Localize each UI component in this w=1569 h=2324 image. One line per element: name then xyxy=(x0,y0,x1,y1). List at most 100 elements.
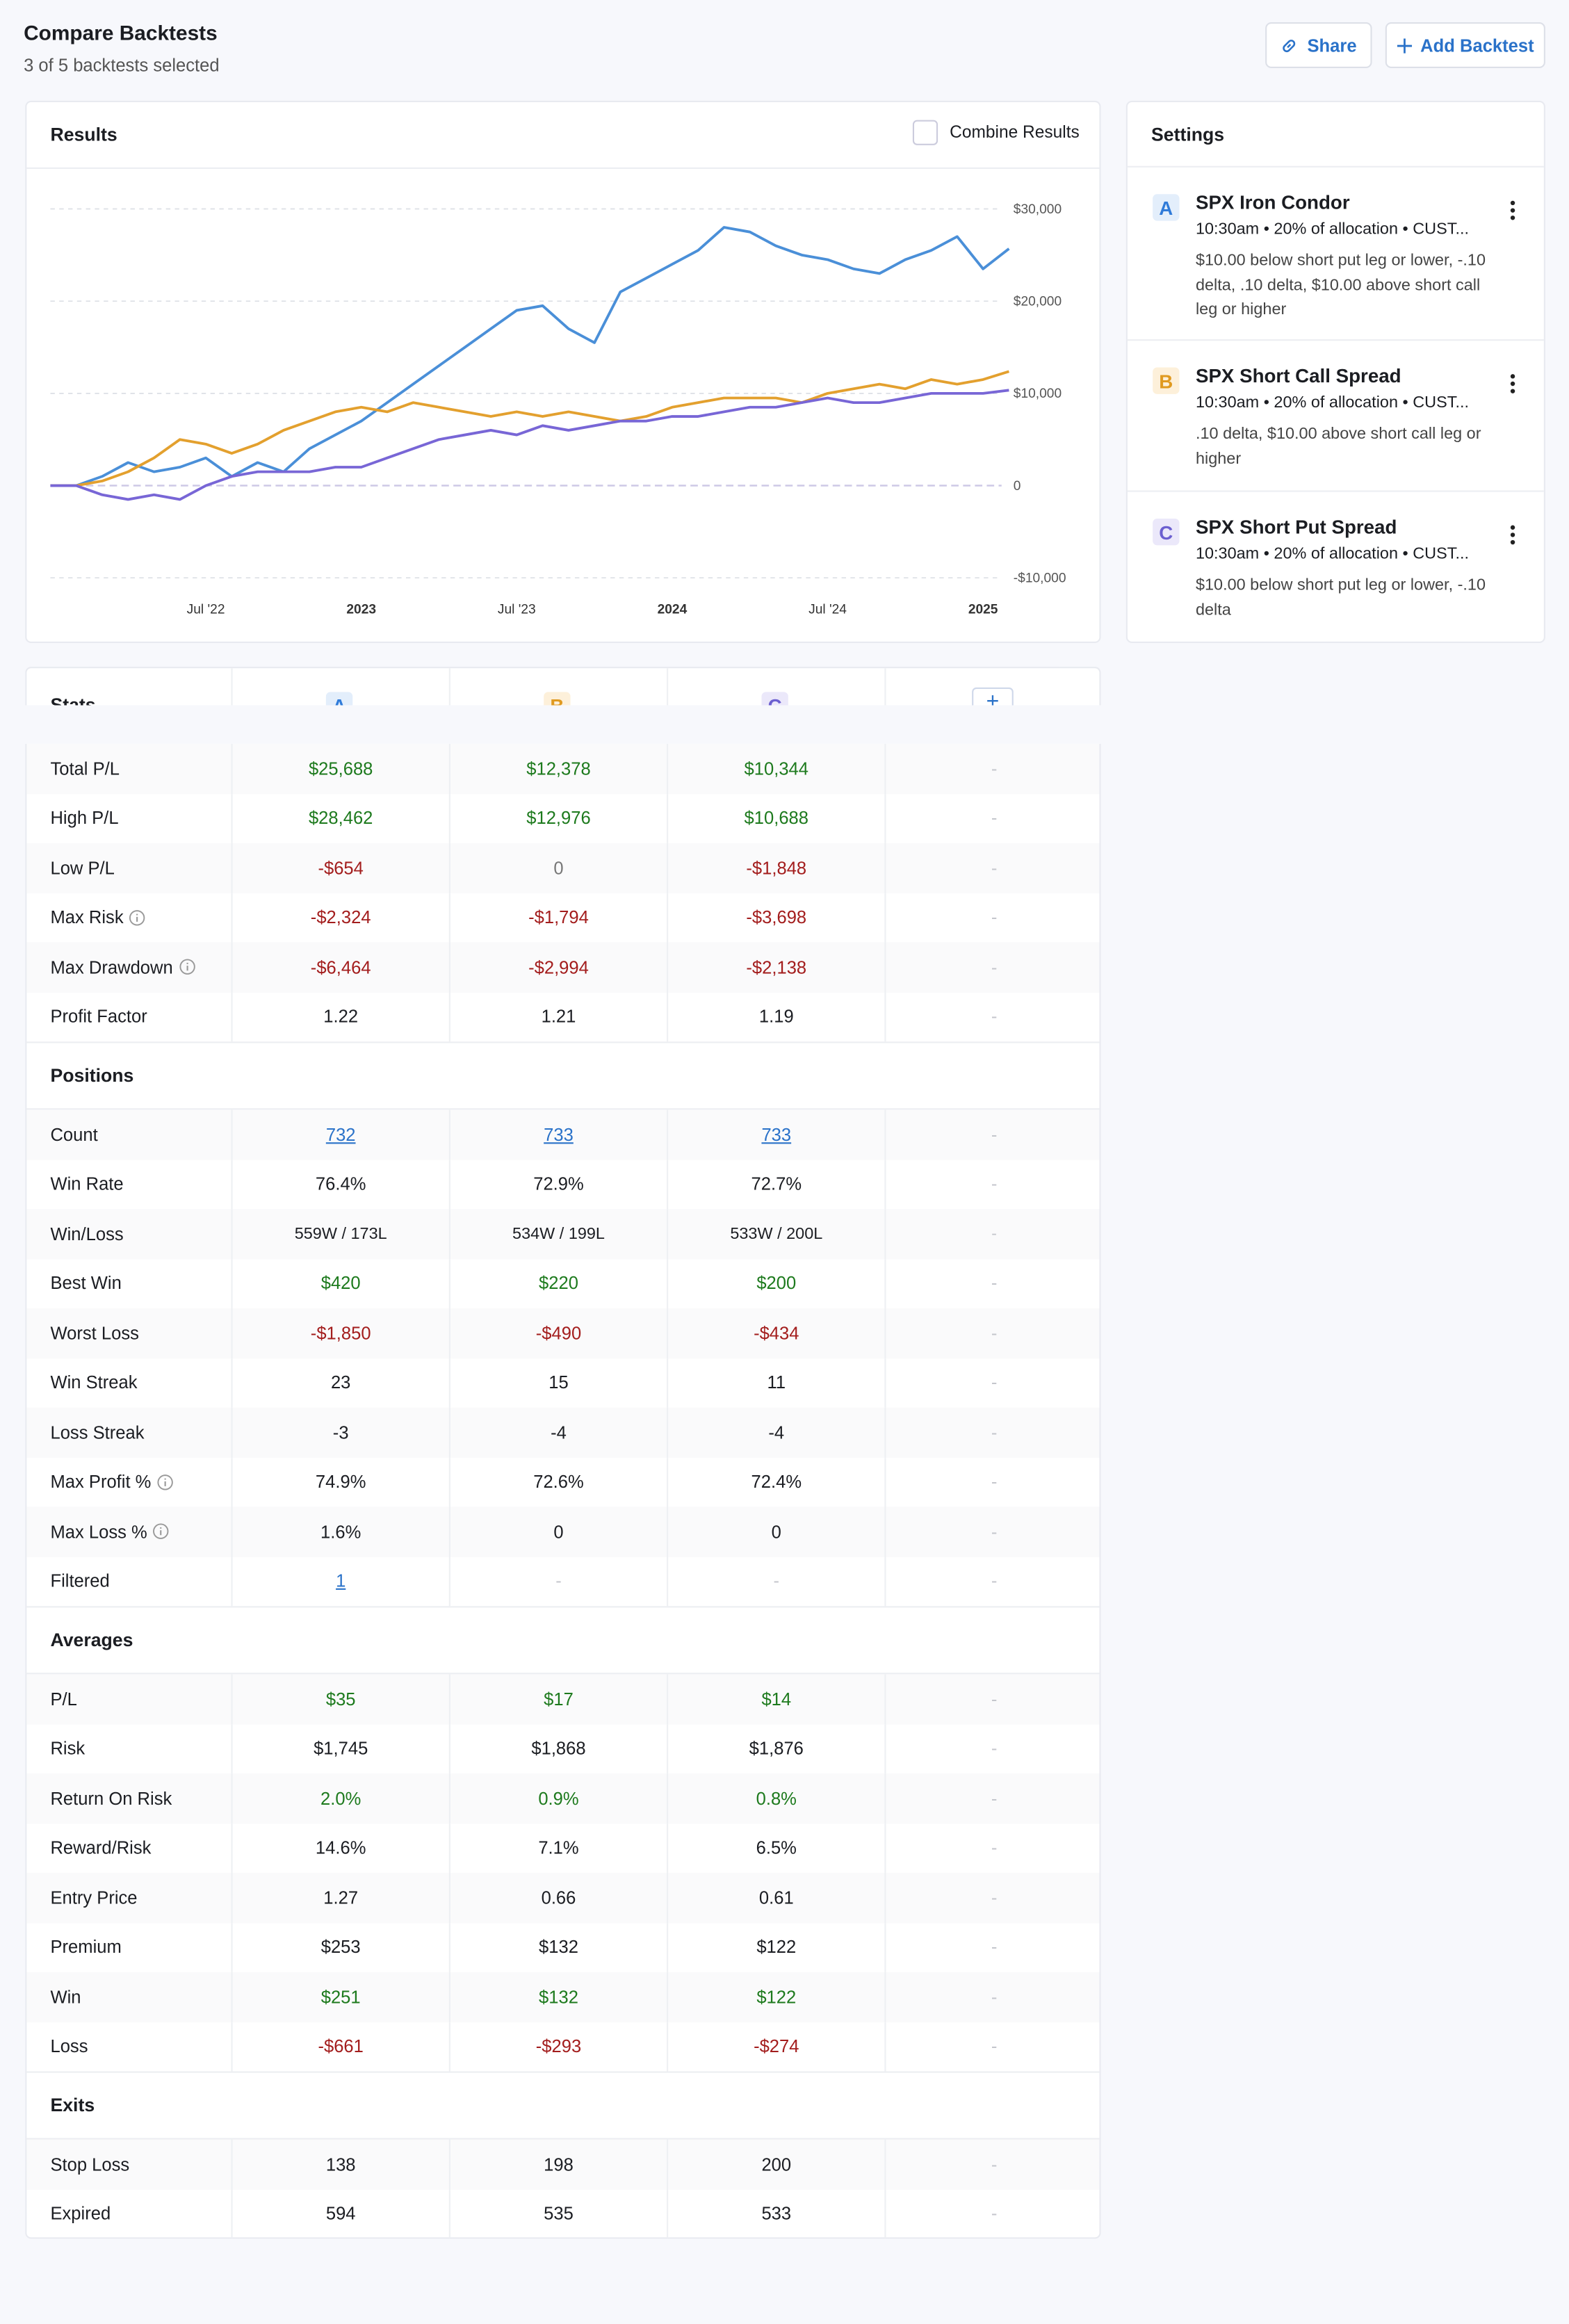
stats-row: High P/L $28,462 $12,976 $10,688 - xyxy=(26,793,1100,843)
stats-cell-wrap: $10,688 xyxy=(667,793,884,843)
stats-row: Loss -$661 -$293 -$274 - xyxy=(26,2022,1100,2072)
stats-cell-wrap: -$2,324 xyxy=(231,893,448,943)
stats-cell-wrap: $420 xyxy=(231,1258,448,1308)
info-icon[interactable] xyxy=(157,1474,173,1490)
stats-value: - xyxy=(991,1006,998,1027)
stats-cell-wrap: -$274 xyxy=(667,2022,884,2072)
stats-link[interactable]: 732 xyxy=(325,1124,356,1145)
stats-value: 138 xyxy=(325,2154,356,2175)
stats-value: $122 xyxy=(756,1937,797,1958)
link-icon xyxy=(1283,39,1296,51)
stats-value: 15 xyxy=(548,1372,569,1393)
stats-cell-wrap: -$1,850 xyxy=(231,1308,448,1358)
divider xyxy=(26,167,1100,169)
stats-cell-wrap: -$654 xyxy=(231,843,448,893)
stats-table: Total P/L $25,688 $12,378 $10,344 - High P/L $… xyxy=(25,743,1101,2239)
setting-name: SPX Short Call Spread xyxy=(1195,364,1401,387)
stats-link[interactable]: 733 xyxy=(761,1124,792,1145)
kebab-menu[interactable] xyxy=(1509,200,1518,221)
series-line xyxy=(50,226,1010,487)
row-label: Entry Price xyxy=(50,1887,138,1908)
row-label: Win Streak xyxy=(50,1372,138,1393)
settings-title: Settings xyxy=(1151,124,1225,145)
stats-value: 74.9% xyxy=(315,1471,366,1493)
stats-cell-wrap: $200 xyxy=(667,1258,884,1308)
share-button[interactable]: Share xyxy=(1265,22,1372,69)
row-label: Expired xyxy=(50,2203,111,2225)
stats-cell-wrap: -$434 xyxy=(667,1308,884,1358)
info-ring xyxy=(153,1524,170,1540)
stats-cell-wrap: - xyxy=(667,1556,884,1607)
stats-cell-wrap: - xyxy=(884,1209,1099,1259)
row-label-wrap: Filtered xyxy=(50,1557,109,1606)
stats-value: 0.9% xyxy=(538,1787,579,1809)
stats-row: Win $251 $132 $122 - xyxy=(26,1972,1100,2022)
plus-icon xyxy=(1397,38,1412,53)
stats-cell-wrap: 23 xyxy=(231,1358,448,1408)
stats-cell-wrap: 74.9% xyxy=(231,1457,448,1507)
stats-cell-wrap: 1.19 xyxy=(667,991,884,1042)
setting-name: SPX Short Put Spread xyxy=(1195,515,1397,538)
y-tick-label: -$10,000 xyxy=(1014,571,1066,586)
stats-value: -$661 xyxy=(318,2035,364,2057)
stats-row: Expired 594 535 533 - xyxy=(26,2188,1100,2238)
stats-link[interactable]: 733 xyxy=(544,1124,574,1145)
stats-value: $28,462 xyxy=(308,808,373,829)
x-tick-label: Jul '22 xyxy=(187,602,225,617)
stats-value: 533 xyxy=(761,2203,792,2225)
stats-value: -$293 xyxy=(535,2035,582,2057)
row-label: Profit Factor xyxy=(50,1006,147,1027)
stats-value: 0.66 xyxy=(541,1887,576,1908)
info-icon[interactable] xyxy=(179,959,195,975)
row-label: Filtered xyxy=(50,1570,110,1592)
stats-cell-wrap: 0 xyxy=(448,1506,667,1557)
column-badge: C xyxy=(761,692,788,706)
stats-value: 534W / 199L xyxy=(512,1225,605,1243)
setting-item: B SPX Short Call Spread 10:30am • 20% of a… xyxy=(1127,341,1544,492)
stats-value: 1.19 xyxy=(758,1006,794,1027)
setting-name: SPX Iron Condor xyxy=(1195,190,1350,213)
info-icon[interactable] xyxy=(129,909,146,925)
stats-value: -4 xyxy=(768,1422,785,1443)
section-header: Positions xyxy=(26,1041,1100,1110)
stats-value: - xyxy=(991,2035,998,2057)
stats-cell-wrap: 0.66 xyxy=(448,1872,667,1923)
row-label-wrap: Count xyxy=(50,1110,97,1159)
stats-value: $420 xyxy=(320,1273,361,1294)
stats-cell-wrap: -$490 xyxy=(448,1308,667,1358)
y-tick-label: $20,000 xyxy=(1014,295,1062,309)
stats-value: 76.4% xyxy=(315,1173,366,1195)
stats-value: - xyxy=(991,1689,998,1709)
stats-cell-wrap: 733 xyxy=(667,1110,884,1160)
menu-dot xyxy=(1510,200,1515,206)
stats-link[interactable]: 1 xyxy=(336,1570,346,1592)
stats-cell-wrap: -$3,698 xyxy=(667,893,884,943)
stats-value: - xyxy=(991,2203,998,2225)
stats-value: - xyxy=(991,758,998,779)
stats-value: 559W / 173L xyxy=(294,1225,387,1243)
column-divider xyxy=(448,668,450,706)
stats-cell-wrap: -$1,848 xyxy=(667,843,884,893)
row-label-wrap: Win/Loss xyxy=(50,1209,123,1258)
stats-value: 535 xyxy=(544,2203,574,2225)
stats-row: Total P/L $25,688 $12,378 $10,344 - xyxy=(26,743,1100,794)
row-label: Risk xyxy=(50,1738,86,1760)
stats-cell-wrap: 6.5% xyxy=(667,1823,884,1873)
stats-cell-wrap: $35 xyxy=(231,1674,448,1724)
info-icon[interactable] xyxy=(153,1524,170,1540)
section-title: Averages xyxy=(50,1630,133,1651)
add-backtest-button[interactable]: Add Backtest xyxy=(1385,22,1545,69)
combine-checkbox[interactable] xyxy=(912,120,938,145)
stats-value: - xyxy=(991,1372,998,1393)
stats-cell-wrap: - xyxy=(884,1823,1099,1873)
stats-cell-wrap: - xyxy=(884,2188,1099,2238)
y-tick-label: $10,000 xyxy=(1014,387,1062,401)
kebab-menu[interactable] xyxy=(1509,524,1518,545)
menu-dot xyxy=(1510,216,1515,220)
stats-cell-wrap: $12,378 xyxy=(448,743,667,794)
stats-row: Win Streak 23 15 11 - xyxy=(26,1358,1100,1408)
kebab-menu[interactable] xyxy=(1509,373,1518,394)
stats-cell-wrap: - xyxy=(884,2139,1099,2189)
stats-row: Premium $253 $132 $122 - xyxy=(26,1922,1100,1972)
add-column-button[interactable]: + xyxy=(972,687,1014,706)
